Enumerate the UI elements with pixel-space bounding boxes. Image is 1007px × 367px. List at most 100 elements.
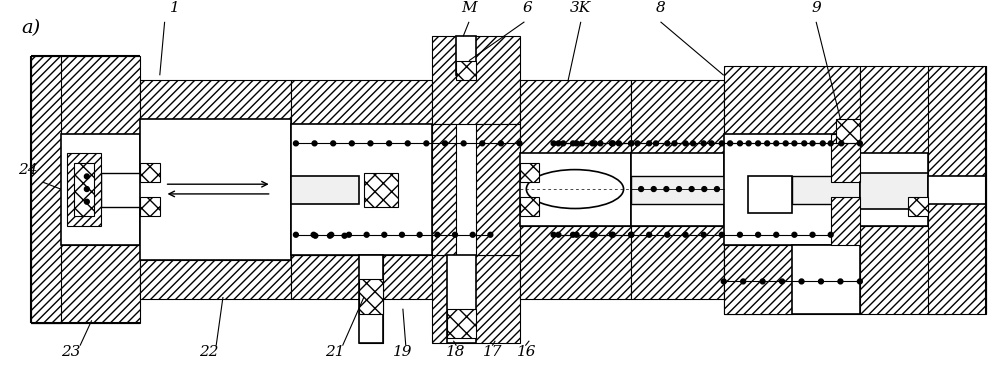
- Polygon shape: [724, 134, 860, 246]
- Circle shape: [810, 232, 815, 237]
- Circle shape: [518, 141, 522, 146]
- Polygon shape: [860, 66, 948, 153]
- Circle shape: [598, 141, 603, 146]
- Circle shape: [592, 232, 597, 237]
- Polygon shape: [432, 36, 520, 124]
- Polygon shape: [724, 246, 860, 313]
- Circle shape: [715, 187, 719, 192]
- Circle shape: [312, 141, 317, 146]
- Text: 8: 8: [656, 1, 666, 15]
- Circle shape: [800, 279, 804, 284]
- Circle shape: [635, 141, 639, 146]
- Polygon shape: [140, 260, 291, 299]
- Circle shape: [838, 279, 843, 284]
- Text: M: M: [461, 1, 476, 15]
- Circle shape: [498, 141, 504, 146]
- Polygon shape: [860, 172, 927, 208]
- Circle shape: [610, 141, 615, 146]
- Polygon shape: [359, 299, 384, 343]
- Polygon shape: [359, 280, 384, 313]
- Polygon shape: [291, 124, 364, 153]
- Circle shape: [719, 141, 724, 146]
- Circle shape: [783, 141, 788, 146]
- Circle shape: [609, 232, 614, 237]
- Polygon shape: [447, 309, 475, 338]
- Polygon shape: [291, 80, 432, 124]
- Circle shape: [702, 187, 707, 192]
- Polygon shape: [927, 66, 986, 313]
- Polygon shape: [140, 163, 160, 182]
- Circle shape: [654, 141, 659, 146]
- Circle shape: [452, 232, 457, 237]
- Circle shape: [571, 141, 575, 146]
- Circle shape: [672, 141, 677, 146]
- Circle shape: [810, 141, 815, 146]
- Circle shape: [683, 232, 688, 237]
- Circle shape: [349, 141, 354, 146]
- Circle shape: [470, 232, 475, 237]
- Circle shape: [592, 141, 597, 146]
- Circle shape: [616, 141, 621, 146]
- Circle shape: [719, 232, 724, 237]
- Polygon shape: [520, 226, 631, 299]
- Circle shape: [551, 232, 556, 237]
- Polygon shape: [927, 177, 986, 204]
- Bar: [831, 280, 860, 309]
- Circle shape: [330, 141, 335, 146]
- Polygon shape: [155, 148, 277, 177]
- Text: 3K: 3K: [570, 1, 591, 15]
- Circle shape: [741, 279, 745, 284]
- Circle shape: [556, 232, 561, 237]
- Text: 6: 6: [523, 1, 532, 15]
- Circle shape: [435, 232, 440, 237]
- Polygon shape: [140, 119, 291, 260]
- Circle shape: [773, 232, 778, 237]
- Circle shape: [609, 141, 614, 146]
- Bar: [102, 172, 140, 207]
- Circle shape: [728, 141, 732, 146]
- Circle shape: [829, 141, 833, 146]
- Polygon shape: [729, 172, 792, 216]
- Circle shape: [629, 232, 633, 237]
- Polygon shape: [631, 80, 724, 153]
- Circle shape: [664, 187, 669, 192]
- Polygon shape: [291, 124, 432, 255]
- Circle shape: [677, 187, 682, 192]
- Text: 1: 1: [169, 1, 179, 15]
- Polygon shape: [60, 134, 140, 246]
- Polygon shape: [792, 246, 860, 313]
- Polygon shape: [748, 177, 792, 213]
- Text: 24: 24: [18, 163, 37, 177]
- Circle shape: [802, 141, 807, 146]
- Polygon shape: [67, 153, 102, 226]
- Circle shape: [646, 141, 652, 146]
- Circle shape: [480, 141, 484, 146]
- Circle shape: [629, 141, 633, 146]
- Polygon shape: [75, 163, 94, 216]
- Circle shape: [760, 279, 765, 284]
- Circle shape: [365, 232, 369, 237]
- Polygon shape: [140, 197, 160, 216]
- Circle shape: [329, 232, 333, 237]
- Circle shape: [610, 232, 615, 237]
- Polygon shape: [140, 80, 291, 119]
- Polygon shape: [631, 153, 724, 226]
- Text: 17: 17: [482, 345, 502, 359]
- Text: 22: 22: [198, 345, 219, 359]
- Circle shape: [579, 141, 584, 146]
- Circle shape: [792, 232, 797, 237]
- Circle shape: [574, 141, 579, 146]
- Circle shape: [327, 233, 332, 238]
- Circle shape: [691, 141, 696, 146]
- Circle shape: [346, 232, 351, 237]
- Circle shape: [779, 279, 784, 284]
- Circle shape: [683, 141, 688, 146]
- Polygon shape: [520, 163, 539, 182]
- Circle shape: [839, 141, 844, 146]
- Polygon shape: [908, 197, 927, 216]
- Circle shape: [342, 233, 347, 238]
- Circle shape: [400, 232, 405, 237]
- Polygon shape: [831, 134, 860, 182]
- Text: a): a): [22, 19, 41, 37]
- Circle shape: [561, 141, 566, 146]
